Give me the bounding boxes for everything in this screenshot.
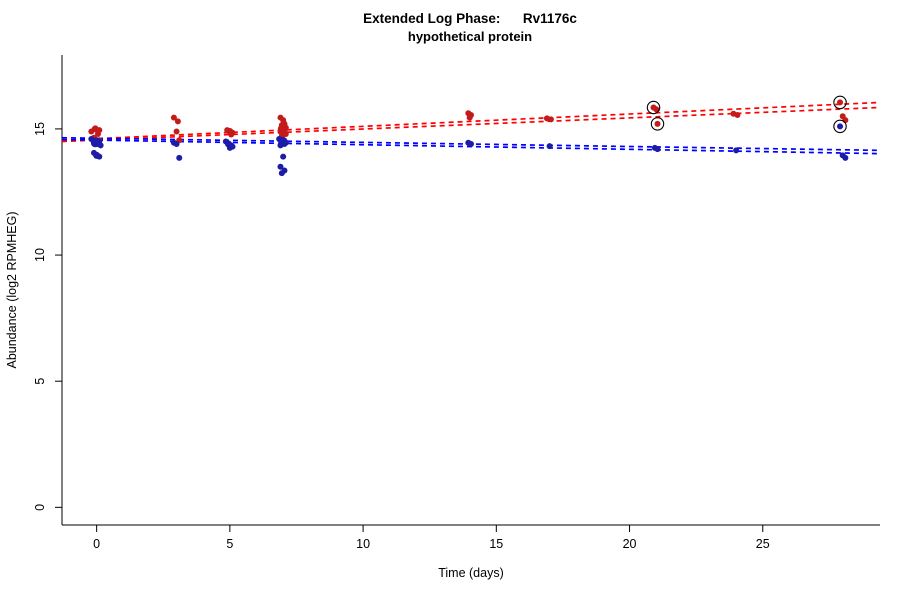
y-tick-label: 15 [33, 122, 47, 136]
blue-condition-point [280, 153, 287, 160]
y-axis-label: Abundance (log2 RPMHEG) [5, 211, 19, 368]
red-condition-point [734, 112, 741, 119]
red-condition-point [466, 114, 473, 121]
red-condition-point [228, 131, 235, 138]
red-condition-trend-line [61, 106, 881, 143]
red-condition-point [654, 120, 661, 127]
blue-condition-point [96, 153, 103, 160]
red-condition-point [653, 106, 660, 113]
x-tick-label: 25 [756, 537, 770, 551]
x-tick-label: 20 [623, 537, 637, 551]
blue-condition-point [277, 142, 284, 149]
red-condition-point [547, 116, 554, 123]
red-condition-point [173, 128, 180, 135]
blue-condition-point [226, 144, 233, 151]
red-condition-point [174, 118, 181, 125]
red-condition-point [94, 130, 101, 137]
blue-condition-point [173, 141, 180, 148]
x-tick-label: 5 [226, 537, 233, 551]
blue-condition-point [546, 143, 553, 150]
blue-condition-point [468, 141, 474, 148]
red-condition-trend-line [61, 101, 881, 142]
outlier-circle [646, 100, 661, 115]
outlier-circle [833, 95, 847, 110]
blue-condition-point [278, 170, 285, 177]
red-condition-point [837, 99, 844, 106]
red-condition-point [842, 117, 849, 124]
x-tick-label: 10 [356, 537, 370, 551]
blue-condition-point [176, 154, 183, 161]
x-tick-label: 15 [489, 537, 503, 551]
blue-condition-point [97, 142, 104, 149]
y-tick-label: 10 [33, 248, 47, 262]
x-tick-label: 0 [93, 537, 100, 551]
blue-condition-point [837, 123, 844, 130]
x-axis-label: Time (days) [438, 566, 504, 580]
outlier-circle [650, 117, 665, 131]
red-condition-point [170, 114, 177, 121]
y-tick-label: 0 [33, 504, 47, 511]
blue-condition-point [654, 146, 661, 153]
outlier-circle [833, 119, 847, 134]
blue-condition-point [277, 163, 284, 170]
y-tick-label: 5 [33, 378, 47, 385]
blue-condition-point [842, 154, 849, 161]
blue-condition-point [733, 147, 740, 154]
